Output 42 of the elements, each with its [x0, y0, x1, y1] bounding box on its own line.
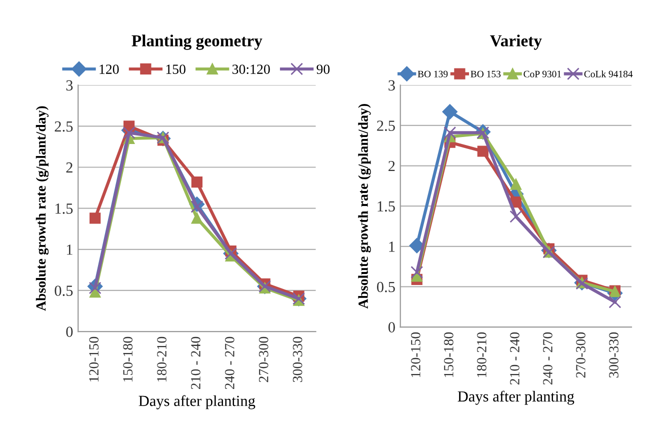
- x-tick-label: 300-330: [609, 332, 618, 378]
- chart-title: Variety: [490, 34, 542, 50]
- y-tick-label: 0.5: [54, 286, 73, 296]
- y-tick-label: 3: [66, 80, 73, 91]
- y-tick-label: 1: [389, 242, 395, 252]
- x-tick-label: 150-180: [123, 336, 133, 382]
- y-tick-label: 3: [388, 80, 395, 91]
- legend-label: CoLk 94184: [584, 70, 633, 78]
- y-tick-label: 2: [388, 160, 395, 172]
- y-tick-label: 0: [388, 322, 395, 332]
- y-tick-label: 0.5: [376, 282, 395, 292]
- x-tick-label: 180-210: [157, 336, 166, 382]
- y-axis-title: Absolute growth rate (g/plant/day): [36, 106, 49, 311]
- x-tick-label: 270-300: [258, 336, 268, 382]
- x-tick-label: 120-150: [410, 332, 420, 377]
- x-tick-label: 120-150: [89, 336, 99, 382]
- x-tick-label: 270-300: [576, 332, 586, 378]
- x-tick-label: 180-210: [477, 332, 486, 377]
- x-axis-title: Days after planting: [138, 395, 256, 410]
- legend-label: BO 153: [470, 70, 501, 78]
- chart-title: Planting geometry: [132, 34, 262, 50]
- x-tick-label: 300-330: [292, 336, 302, 382]
- y-tick-label: 2.5: [54, 121, 73, 132]
- legend-label: 90: [316, 64, 330, 74]
- x-tick-label: 210 - 240: [510, 332, 520, 385]
- x-axis-title: Days after planting: [458, 390, 574, 405]
- legend-label: 150: [166, 64, 186, 74]
- legend-label: 30:120: [232, 64, 270, 74]
- legend-label: BO 139: [418, 70, 448, 78]
- y-tick-label: 0: [66, 326, 73, 337]
- x-tick-label: 150-180: [444, 332, 454, 377]
- y-axis-title: Absolute growth rate (g/plant/day): [358, 104, 371, 309]
- y-tick-label: 2: [66, 162, 72, 173]
- x-tick-label: 240 - 270: [224, 336, 234, 390]
- y-tick-label: 2.5: [377, 120, 395, 131]
- y-tick-label: 1.5: [56, 204, 73, 214]
- y-tick-label: 1: [66, 244, 72, 255]
- legend-label: CoP 9301: [524, 70, 561, 78]
- y-tick-label: 1.5: [378, 201, 395, 212]
- x-tick-label: 210 - 240: [191, 336, 200, 390]
- legend-label: 120: [100, 64, 119, 74]
- x-tick-label: 240 - 270: [543, 332, 552, 385]
